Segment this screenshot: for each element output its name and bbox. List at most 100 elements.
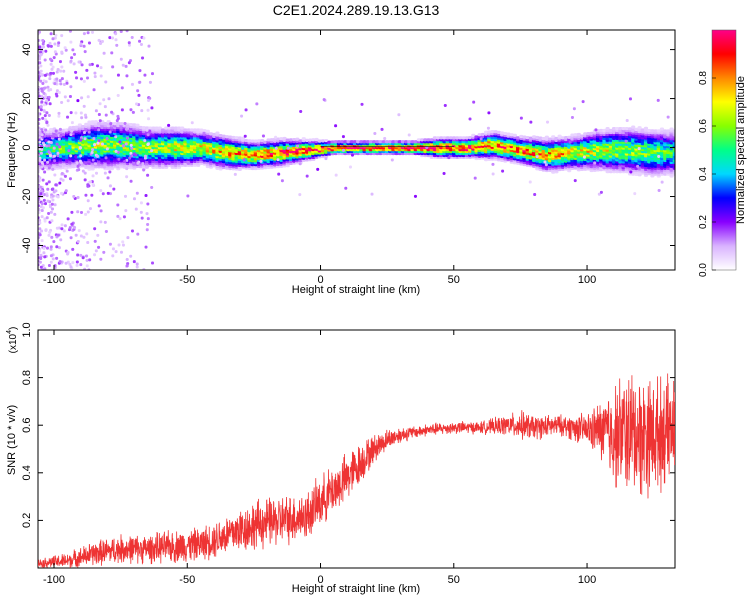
spectrogram-speckle [146, 222, 150, 226]
spectrogram-speckle [47, 140, 51, 144]
spectrogram-speckle [83, 267, 87, 270]
spectrogram-speckle [40, 100, 44, 104]
spectrogram-speckle [390, 158, 394, 162]
y-tick-label: 0 [21, 144, 33, 150]
spectrogram-speckle [79, 111, 83, 115]
spectrogram-speckle [56, 233, 60, 237]
spectrogram-cell [483, 130, 489, 134]
spectrogram-speckle [39, 151, 43, 155]
spectrogram-speckle [68, 262, 72, 266]
spectrogram-speckle [40, 161, 44, 165]
spectrogram-speckle [79, 146, 83, 150]
spectrogram-cell [426, 138, 431, 142]
spectrogram-speckle [442, 172, 446, 176]
spectrogram-speckle [51, 71, 55, 75]
spectrogram-speckle [486, 126, 490, 130]
spectrogram-speckle [397, 113, 401, 117]
spectrogram-speckle [443, 103, 447, 107]
spectrogram-speckle [594, 128, 598, 132]
spectrogram-speckle [101, 192, 105, 196]
spectrogram-speckle [633, 192, 637, 196]
spectrogram-speckle [67, 149, 71, 153]
spectrogram-speckle [44, 118, 48, 122]
spectrogram-speckle [43, 95, 47, 99]
spectrogram-speckle [491, 162, 495, 166]
spectrogram-speckle [88, 258, 92, 262]
spectrogram-speckle [146, 217, 150, 221]
spectrogram-cell [589, 131, 594, 135]
y-tick-label: -40 [21, 238, 33, 254]
spectrogram-cell [84, 122, 89, 126]
spectrogram-speckle [68, 226, 72, 230]
spectrogram-speckle [39, 53, 43, 57]
spectrogram-speckle [628, 97, 632, 101]
spectrogram-speckle [186, 194, 190, 198]
spectrogram-speckle [52, 146, 56, 150]
spectrogram-speckle [143, 154, 147, 158]
y-tick-label: 0.6 [21, 418, 33, 433]
spectrogram-speckle [125, 136, 129, 140]
spectrogram-cell [170, 126, 175, 130]
spectrogram-speckle [60, 100, 64, 104]
spectrogram-cell [324, 138, 329, 143]
spectrogram-panel: -100 -50 0 50 100 -40 -20 0 20 40 Height of stra… [6, 29, 676, 296]
spectrogram-speckle [55, 77, 59, 81]
spectrogram-cell [228, 135, 233, 139]
spectrogram-speckle [38, 260, 42, 264]
spectrogram-cell [141, 126, 146, 130]
spectrogram-cell [656, 129, 661, 133]
spectrogram-cell [404, 140, 409, 144]
spectrogram-cell [663, 129, 668, 133]
spectrogram-cell [519, 134, 524, 139]
spectrogram-speckle [74, 233, 78, 237]
spectrogram-cell [224, 135, 230, 139]
spectrogram-speckle [46, 187, 50, 191]
spectrogram-speckle [43, 73, 47, 77]
spectrogram-cell [349, 140, 354, 144]
spectrogram-speckle [74, 155, 78, 159]
spectrogram-speckle [49, 62, 53, 66]
spectrogram-speckle [55, 226, 59, 230]
spectrogram-speckle [82, 235, 86, 239]
spectrogram-speckle [58, 127, 62, 131]
spectrogram-speckle [98, 119, 102, 123]
spectrogram-speckle [145, 128, 149, 132]
spectrogram-cell [509, 133, 514, 137]
spectrogram-speckle [55, 70, 59, 74]
spectrogram-speckle [45, 144, 49, 148]
spectrogram-speckle [487, 111, 491, 115]
spectrogram-speckle [121, 240, 125, 244]
spectrogram-cell [362, 140, 367, 144]
spectrogram-speckle [56, 154, 60, 158]
spectrogram-speckle [261, 134, 265, 138]
spectrogram-cell [253, 139, 258, 143]
snr-y-label: SNR (10 * v/v) [6, 405, 18, 475]
spectrogram-speckle [84, 193, 88, 197]
spectrogram-speckle [83, 178, 87, 182]
spectrogram-speckle [148, 129, 152, 133]
spectrogram-cell [330, 140, 335, 144]
spectrogram-speckle [104, 113, 108, 117]
spectrogram-cell [285, 138, 290, 142]
spectrogram-speckle [116, 114, 120, 118]
spectrogram-speckle [54, 33, 58, 37]
spectrogram-speckle [47, 264, 51, 268]
spectrogram-cell [599, 128, 604, 133]
spectrogram-speckle [108, 242, 112, 246]
spectrogram-speckle [38, 57, 42, 61]
spectrogram-speckle [49, 254, 53, 258]
spectrogram-speckle [41, 178, 45, 182]
spectrogram-cell [186, 128, 191, 132]
spectrogram-speckle [46, 44, 50, 48]
spectrogram-speckle [48, 230, 52, 234]
y-tick-label: 0.2 [21, 513, 33, 528]
spectrogram-speckle [76, 164, 80, 168]
spectrogram-speckle [38, 210, 41, 214]
spectrogram-speckle [132, 260, 136, 264]
spectrogram-speckle [44, 128, 48, 132]
spectrogram-speckle [99, 74, 103, 78]
spectrogram-speckle [407, 133, 411, 137]
spectrogram-speckle [121, 63, 125, 67]
spectrogram-speckle [56, 67, 60, 71]
colorbar-label: Normalized spectral amplitude [735, 76, 747, 224]
